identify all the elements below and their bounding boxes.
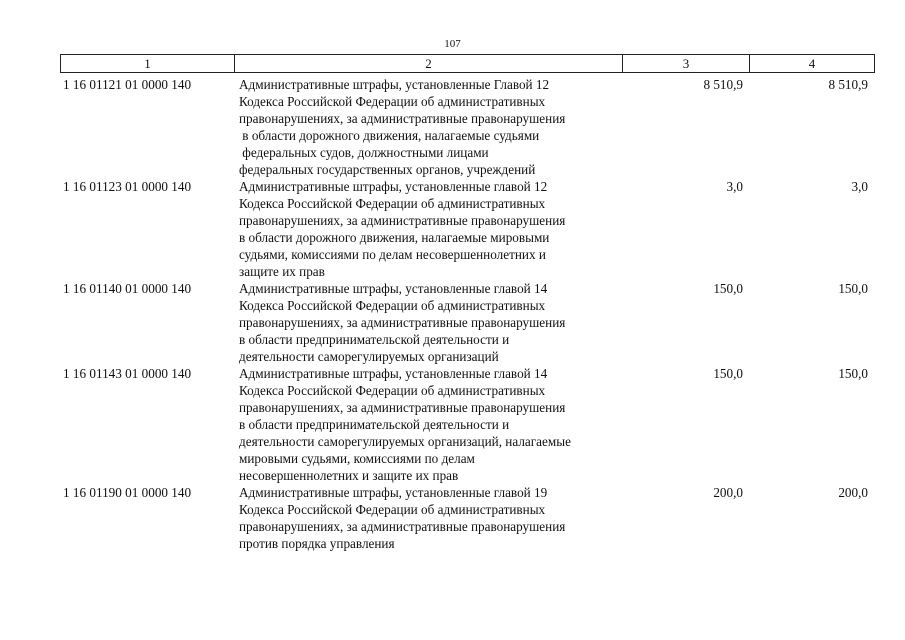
row-description: Административные штрафы, установленные г… (239, 280, 624, 365)
description-line: правонарушениях, за административные пра… (239, 519, 566, 534)
description-line: правонарушениях, за административные пра… (239, 111, 566, 126)
table-row: 1 16 01190 01 0000 140 Административные ш… (60, 484, 874, 552)
row-description: Административные штрафы, установленные г… (239, 365, 624, 484)
description-line: Кодекса Российской Федерации об админист… (239, 298, 546, 313)
header-col-4: 4 (749, 54, 875, 73)
row-description: Административные штрафы, установленные г… (239, 178, 624, 280)
description-line: Административные штрафы, установленные г… (239, 485, 548, 500)
header-col-1: 1 (60, 54, 235, 73)
description-line: Административные штрафы, установленные Г… (239, 77, 550, 92)
description-line: в области дорожного движения, налагаемые… (239, 230, 550, 245)
description-line: Административные штрафы, установленные г… (239, 281, 548, 296)
description-line: деятельности саморегулируемых организаци… (239, 434, 571, 449)
row-code: 1 16 01140 01 0000 140 (63, 281, 192, 296)
table-body: 1 16 01121 01 0000 140 Административные ш… (60, 76, 874, 552)
table-row: 1 16 01121 01 0000 140 Административные ш… (60, 76, 874, 178)
description-line: Кодекса Российской Федерации об админист… (239, 502, 546, 517)
row-description: Административные штрафы, установленные Г… (239, 76, 624, 178)
table-row: 1 16 01123 01 0000 140 Административные ш… (60, 178, 874, 280)
row-value-col4: 3,0 (851, 179, 868, 194)
row-value-col3: 150,0 (713, 281, 743, 296)
row-value-col4: 150,0 (838, 366, 868, 381)
description-line: федеральных государственных органов, учр… (239, 162, 536, 177)
description-line: Кодекса Российской Федерации об админист… (239, 94, 546, 109)
table-header: 1 2 3 4 (60, 54, 875, 73)
row-value-col3: 200,0 (713, 485, 743, 500)
description-line: правонарушениях, за административные пра… (239, 400, 566, 415)
table-row: 1 16 01140 01 0000 140 Административные ш… (60, 280, 874, 365)
description-line: в области предпринимательской деятельнос… (239, 332, 510, 347)
row-value-col3: 8 510,9 (703, 77, 743, 92)
row-value-col4: 200,0 (838, 485, 868, 500)
description-line: Кодекса Российской Федерации об админист… (239, 383, 546, 398)
description-line: правонарушениях, за административные пра… (239, 315, 566, 330)
row-code: 1 16 01190 01 0000 140 (63, 485, 192, 500)
row-value-col3: 3,0 (726, 179, 743, 194)
description-line: федеральных судов, должностными лицами (239, 145, 489, 160)
description-line: в области предпринимательской деятельнос… (239, 417, 510, 432)
row-code: 1 16 01123 01 0000 140 (63, 179, 192, 194)
description-line: в области дорожного движения, налагаемые… (239, 128, 540, 143)
row-value-col3: 150,0 (713, 366, 743, 381)
row-code: 1 16 01121 01 0000 140 (63, 77, 192, 92)
description-line: деятельности саморегулируемых организаци… (239, 349, 499, 364)
row-value-col4: 8 510,9 (828, 77, 868, 92)
description-line: Административные штрафы, установленные г… (239, 366, 548, 381)
row-description: Административные штрафы, установленные г… (239, 484, 624, 552)
description-line: Кодекса Российской Федерации об админист… (239, 196, 546, 211)
header-col-2: 2 (234, 54, 623, 73)
description-line: несовершеннолетних и защите их прав (239, 468, 459, 483)
description-line: мировыми судьями, комиссиями по делам (239, 451, 475, 466)
description-line: Административные штрафы, установленные г… (239, 179, 548, 194)
header-col-3: 3 (622, 54, 750, 73)
description-line: судьями, комиссиями по делам несовершенн… (239, 247, 546, 262)
row-value-col4: 150,0 (838, 281, 868, 296)
description-line: защите их прав (239, 264, 325, 279)
description-line: против порядка управления (239, 536, 395, 551)
table-row: 1 16 01143 01 0000 140 Административные ш… (60, 365, 874, 484)
description-line: правонарушениях, за административные пра… (239, 213, 566, 228)
page-number: 107 (444, 38, 461, 50)
row-code: 1 16 01143 01 0000 140 (63, 366, 192, 381)
